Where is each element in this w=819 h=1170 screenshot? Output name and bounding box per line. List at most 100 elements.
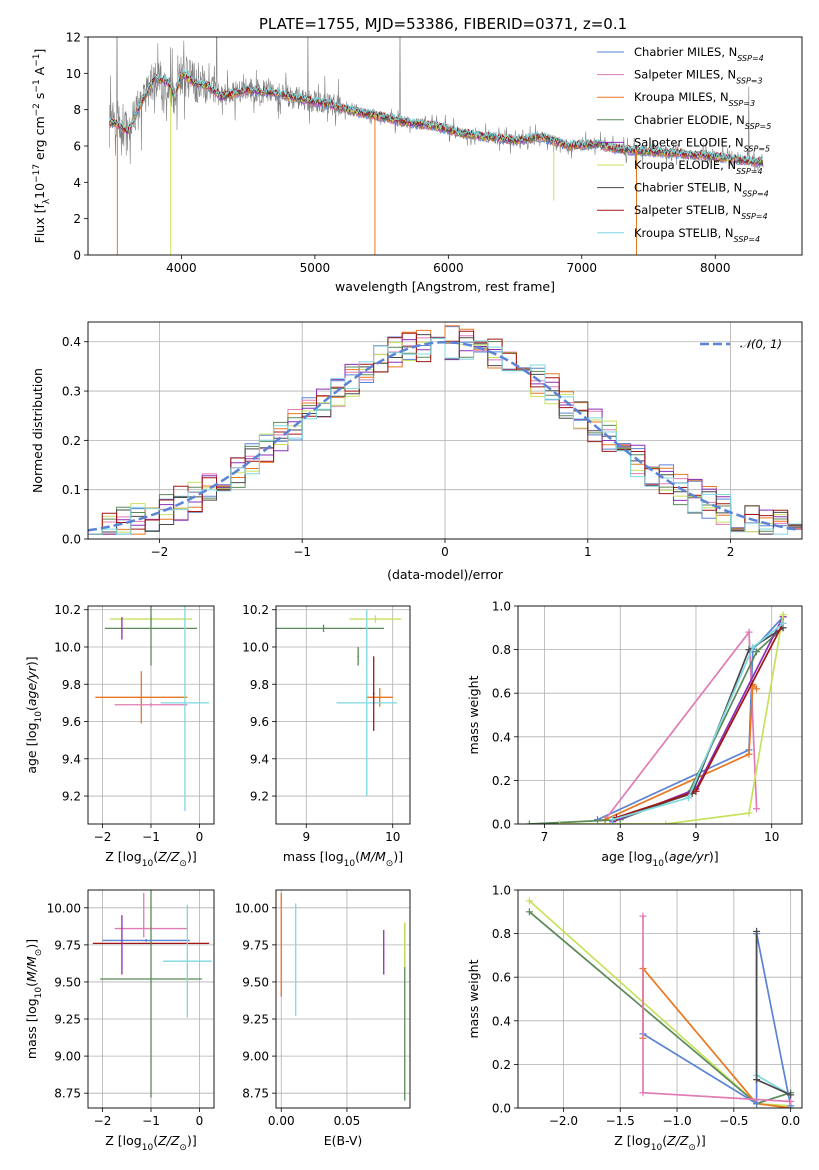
- y-axis-label: mass weight: [466, 675, 481, 754]
- plot-area: [525, 611, 787, 824]
- model-spectrum-kroupa-stelib: [109, 69, 764, 163]
- label-part: A: [32, 66, 47, 79]
- observed-spectrum: [109, 37, 764, 173]
- series-line: [529, 627, 784, 824]
- label-part: E(B-V): [324, 1133, 363, 1148]
- y-tick-label: 10.00: [235, 901, 269, 915]
- y-tick-label: 8: [73, 103, 81, 117]
- x-tick-label: −2: [151, 545, 169, 559]
- series-line: [612, 622, 784, 821]
- x-tick-label: −1: [293, 545, 311, 559]
- x-tick-label: −1.5: [606, 1114, 635, 1128]
- y-tick-label: 0.6: [492, 971, 511, 985]
- label-part: Chabrier MILES, N: [634, 45, 737, 59]
- x-tick-label: 7: [541, 830, 549, 844]
- x-tick-label: 1: [584, 545, 592, 559]
- legend-label: Salpeter STELIB, NSSP=4: [634, 203, 768, 221]
- series-marker: [753, 1100, 761, 1108]
- series-marker: [753, 927, 761, 935]
- series-marker: [753, 685, 761, 693]
- label-part: Z/Z: [666, 1133, 689, 1148]
- series-marker: [684, 794, 692, 802]
- series-marker: [525, 897, 533, 905]
- x-tick-label: 4000: [166, 261, 197, 275]
- x-tick-label: −1: [142, 830, 160, 844]
- y-tick-label: 9.8: [250, 678, 269, 692]
- x-tick-label: −2: [94, 1114, 112, 1128]
- label-part: (: [664, 849, 669, 864]
- plot-area: [95, 606, 210, 811]
- label-part: SSP=4: [742, 189, 769, 198]
- label-part: ]: [32, 49, 47, 54]
- x-tick-label: −1: [142, 1114, 160, 1128]
- y-tick-label: 6: [73, 140, 81, 154]
- x-axis-label: E(B-V): [324, 1133, 363, 1148]
- label-part: age/yr: [669, 849, 710, 864]
- label-part: SSP=4: [741, 212, 768, 221]
- y-tick-label: 10: [66, 67, 81, 81]
- label-part: Z/Z: [157, 1133, 180, 1148]
- label-part: erg cm: [32, 116, 47, 164]
- x-tick-label: 7000: [567, 261, 598, 275]
- label-part: (: [355, 849, 360, 864]
- label-part: Chabrier ELODIE, N: [634, 113, 745, 127]
- x-tick-label: −2: [94, 830, 112, 844]
- y-tick-label: 9.6: [250, 715, 269, 729]
- label-part: age [log: [24, 722, 39, 773]
- x-axis-label: mass [log10(M/M⊙)]: [283, 849, 403, 869]
- x-tick-label: 9: [302, 830, 310, 844]
- series-line: [559, 614, 784, 824]
- y-axis-label: Flux [fλ10−17 erg cm−2 s−1 A−1]: [32, 49, 52, 244]
- label-part: wavelength [Angstrom, rest frame]: [335, 279, 555, 294]
- label-part: Normed distribution: [30, 368, 45, 493]
- label-part: 10: [142, 859, 154, 869]
- x-tick-label: 10: [764, 830, 779, 844]
- series-line: [604, 629, 758, 821]
- label-part: Flux [f: [32, 204, 47, 244]
- label-part: SSP=5: [744, 144, 771, 153]
- plot-area: [92, 890, 212, 1098]
- y-tick-label: 0.6: [492, 687, 511, 701]
- series-marker: [753, 805, 761, 813]
- x-tick-label: 8000: [700, 261, 731, 275]
- y-tick-label: 9.25: [242, 1013, 269, 1027]
- axes-frame: [87, 36, 803, 256]
- y-tick-label: 0: [73, 249, 81, 263]
- y-tick-label: 9.2: [62, 790, 81, 804]
- series-marker: [787, 1097, 795, 1105]
- x-tick-label: 0: [196, 1114, 204, 1128]
- plot-area: [276, 609, 402, 797]
- label-part: )]: [393, 849, 403, 864]
- y-tick-label: 0.0: [62, 533, 81, 547]
- legend-label: Salpeter MILES, NSSP=3: [634, 68, 763, 86]
- label-part: (: [24, 982, 39, 987]
- label-part: 10: [34, 711, 44, 723]
- label-part: Chabrier STELIB, N: [634, 181, 742, 195]
- series-marker: [749, 643, 757, 651]
- label-part: Z [log: [105, 1133, 141, 1148]
- y-tick-label: 9.00: [54, 1050, 81, 1064]
- label-part: 10: [34, 987, 44, 999]
- x-tick-label: −2.0: [549, 1114, 578, 1128]
- series-marker: [745, 809, 753, 817]
- y-tick-label: 2: [73, 212, 81, 226]
- label-part: −2: [32, 103, 42, 116]
- y-tick-label: 8.75: [54, 1087, 81, 1101]
- x-tick-label: 5000: [300, 261, 331, 275]
- label-part: Kroupa MILES, N: [634, 90, 729, 104]
- label-part: SSP=5: [745, 121, 772, 130]
- x-tick-label: 9: [692, 830, 700, 844]
- series-marker: [779, 619, 787, 627]
- label-part: (: [24, 706, 39, 711]
- y-tick-label: 0.4: [492, 730, 511, 744]
- label-part: )]: [709, 849, 719, 864]
- panel-age_vs_Z: −2 −1 09.29.49.69.810.010.2Z [log10(Z/Z⊙)]…: [24, 603, 215, 869]
- y-tick-label: 1.0: [492, 884, 511, 898]
- gridlines: [276, 606, 410, 824]
- label-part: SSP=3: [736, 76, 763, 85]
- y-axis-label: age [log10(age/yr)]: [24, 656, 44, 773]
- series-marker: [525, 820, 533, 824]
- y-tick-label: 0.8: [492, 927, 511, 941]
- label-part: age/yr: [24, 665, 39, 706]
